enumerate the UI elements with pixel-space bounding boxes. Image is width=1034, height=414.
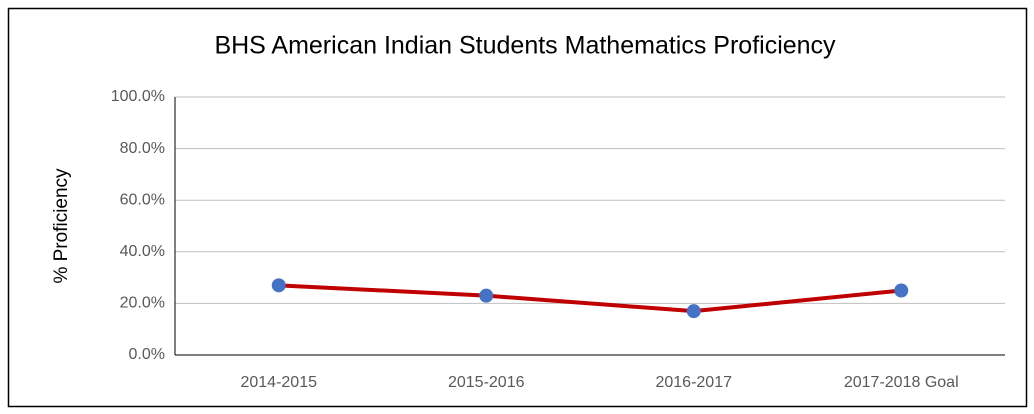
y-tick-label: 0.0% (129, 346, 165, 363)
chart-border (7, 7, 1028, 408)
point-marker (686, 304, 701, 319)
point-marker (271, 278, 286, 293)
x-tick-label: 2014-2015 (240, 374, 317, 391)
point-marker (894, 283, 909, 298)
chart-title: BHS American Indian Students Mathematics… (214, 32, 836, 60)
y-tick-label: 60.0% (120, 191, 165, 208)
y-axis-title: % Proficiency (51, 168, 72, 284)
series-line (278, 283, 902, 314)
point-marker (479, 288, 494, 303)
x-tick-label: 2017-2018 Goal (844, 374, 959, 391)
x-tick-label: 2016-2017 (655, 374, 732, 391)
y-tick-label: 40.0% (120, 243, 165, 260)
x-tick-label: 2015-2016 (448, 374, 525, 391)
y-tick-label: 100.0% (111, 88, 165, 105)
y-tick-label: 20.0% (120, 295, 165, 312)
y-tick-label: 80.0% (120, 140, 165, 157)
